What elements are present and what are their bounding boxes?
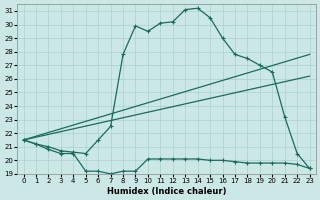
X-axis label: Humidex (Indice chaleur): Humidex (Indice chaleur) — [107, 187, 226, 196]
